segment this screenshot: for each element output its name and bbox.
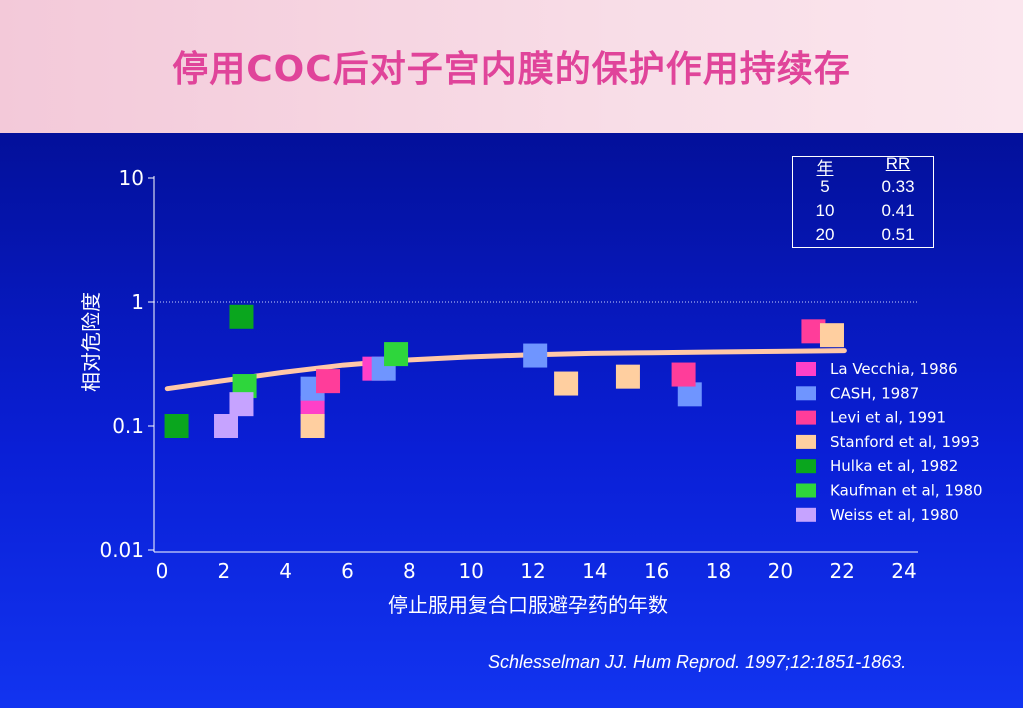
legend-swatch xyxy=(796,386,816,401)
legend-swatch xyxy=(796,434,816,449)
data-point xyxy=(316,369,341,394)
x-tick-label: 14 xyxy=(582,559,607,583)
x-tick-label: 4 xyxy=(279,559,292,583)
rr-cell-rr: 0.33 xyxy=(881,177,915,196)
data-point xyxy=(229,304,254,329)
rr-table-header: 年 RR xyxy=(793,154,933,178)
data-point xyxy=(671,362,696,387)
rr-cell-rr: 0.41 xyxy=(881,201,915,220)
legend-label: Stanford et al, 1993 xyxy=(830,433,980,451)
x-tick-label: 6 xyxy=(341,559,354,583)
rr-cell-rr: 0.51 xyxy=(881,225,915,244)
x-tick-label: 12 xyxy=(520,559,545,583)
legend-swatch xyxy=(796,362,816,376)
legend-label: Hulka et al, 1982 xyxy=(830,457,958,475)
rr-cell-year: 10 xyxy=(815,201,835,220)
y-tick-label: 10 xyxy=(119,166,144,190)
x-axis-label: 停止服用复合口服避孕药的年数 xyxy=(388,593,668,617)
legend-label: Kaufman et al, 1980 xyxy=(830,482,983,500)
data-point xyxy=(300,414,325,438)
x-tick-label: 10 xyxy=(458,559,483,583)
data-point xyxy=(615,364,640,389)
rr-table-row: 10 0.41 xyxy=(793,201,933,225)
trend-line xyxy=(164,348,847,392)
legend-swatch xyxy=(796,483,816,498)
x-tick-label: 2 xyxy=(217,559,230,583)
x-tick-label: 0 xyxy=(156,559,169,583)
data-point xyxy=(523,343,548,368)
legend-label: CASH, 1987 xyxy=(830,384,919,402)
data-point xyxy=(384,342,409,367)
x-tick-label: 20 xyxy=(768,559,793,583)
data-point xyxy=(164,414,189,438)
legend-swatch xyxy=(796,507,816,522)
legend-label: Levi et al, 1991 xyxy=(830,409,946,427)
rr-cell-year: 5 xyxy=(820,177,830,196)
rr-cell-year: 20 xyxy=(815,225,835,244)
y-tick-label: 1 xyxy=(131,290,144,314)
rr-header-year: 年 xyxy=(816,159,834,178)
y-axis-label: 相对危险度 xyxy=(79,292,103,392)
citation: Schlesselman JJ. Hum Reprod. 1997;12:185… xyxy=(488,652,907,672)
rr-header-rr: RR xyxy=(885,154,911,173)
y-tick-label: 0.01 xyxy=(99,538,144,562)
legend-label: Weiss et al, 1980 xyxy=(830,506,959,524)
legend-swatch xyxy=(796,410,816,425)
rr-table-row: 20 0.51 xyxy=(793,225,933,249)
data-point xyxy=(819,323,844,348)
x-tick-label: 24 xyxy=(891,559,916,583)
slide-title: 停用COC后对子宫内膜的保护作用持续存 xyxy=(172,49,851,90)
x-tick-label: 22 xyxy=(829,559,854,583)
x-tick-label: 18 xyxy=(706,559,731,583)
y-tick-label: 0.1 xyxy=(112,414,144,438)
data-point xyxy=(214,414,239,438)
rr-table-row: 5 0.33 xyxy=(793,177,933,201)
legend-swatch xyxy=(796,459,816,474)
data-point xyxy=(229,392,254,417)
data-point xyxy=(554,371,579,396)
title-banner: 停用COC后对子宫内膜的保护作用持续存 xyxy=(0,0,1023,133)
rr-table: 年 RR 5 0.33 10 0.41 20 0.51 xyxy=(792,154,934,249)
x-tick-label: 8 xyxy=(403,559,416,583)
data-point xyxy=(232,374,257,399)
legend-label: La Vecchia, 1986 xyxy=(830,360,958,378)
x-tick-label: 16 xyxy=(644,559,669,583)
